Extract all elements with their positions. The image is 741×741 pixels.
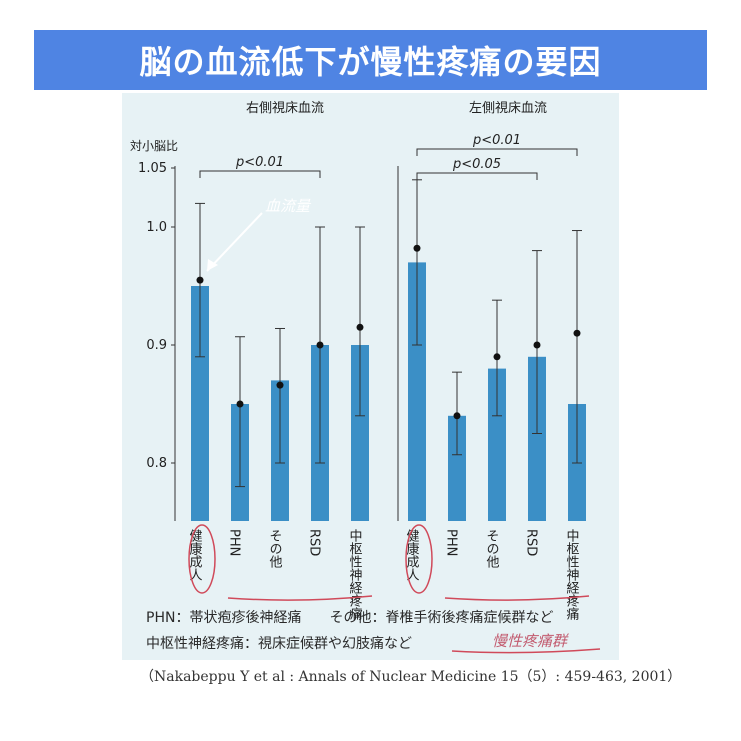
chart-title: 右側視床血流 — [246, 101, 324, 116]
mean-point — [356, 323, 364, 331]
mean-point — [493, 353, 501, 361]
bar — [351, 345, 369, 521]
significance-bracket — [199, 170, 321, 178]
y-tick-label: 0.8 — [146, 456, 167, 471]
title-banner: 脳の血流低下が慢性疼痛の要因 — [34, 30, 707, 90]
significance-label: p<0.01 — [235, 155, 284, 170]
page-title: 脳の血流低下が慢性疼痛の要因 — [139, 43, 602, 81]
bar — [488, 368, 506, 521]
category-label: RSD — [307, 529, 322, 556]
category-label: PHN — [444, 529, 459, 556]
footnote-underline — [451, 648, 601, 654]
bar — [448, 415, 466, 521]
category-label: その他 — [484, 529, 500, 569]
annotation-arrow — [206, 212, 263, 272]
category-label: その他 — [267, 529, 283, 569]
significance-bracket — [416, 172, 538, 180]
y-tick-label: 1.05 — [138, 161, 167, 176]
y-tick-label: 1.0 — [146, 220, 167, 235]
mean-point — [236, 400, 244, 408]
mean-point — [413, 244, 421, 252]
chart-title: 左側視床血流 — [469, 101, 547, 116]
y-tick-label: 0.9 — [146, 338, 167, 353]
chronic-pain-underline — [444, 595, 590, 601]
handwritten-note-blood-flow: 血流量 — [265, 197, 311, 215]
significance-bracket — [416, 148, 578, 156]
bar — [191, 286, 209, 521]
citation: （Nakabeppu Y et al : Annals of Nuclear M… — [140, 669, 682, 685]
chronic-pain-underline — [227, 595, 373, 601]
bar — [408, 262, 426, 521]
mean-point — [453, 412, 461, 420]
figure-panel: 右側視床血流 対小脳比 0.8 0.9 1.0 1.05 健康成人 PHN その他 RSD 中枢性神… — [122, 93, 619, 660]
mean-point — [573, 329, 581, 337]
significance-label: p<0.01 — [472, 133, 521, 148]
significance-label: p<0.05 — [452, 157, 501, 172]
mean-point — [316, 341, 324, 349]
annotation-arrowhead — [207, 259, 218, 271]
category-label: PHN — [227, 529, 242, 556]
category-label: 中枢性神経疼痛 — [564, 529, 580, 621]
healthy-highlight-circle — [188, 524, 216, 594]
mean-point — [533, 341, 541, 349]
mean-point — [196, 276, 204, 284]
bar — [528, 356, 546, 521]
handwritten-note-chronic-pain: 慢性疼痛群 — [492, 632, 568, 650]
category-label: RSD — [524, 529, 539, 556]
footnote-line-1: PHN：帯状疱疹後神経痛 その他：脊椎手術後疼痛症候群など — [146, 610, 554, 626]
y-axis-label: 対小脳比 — [130, 139, 178, 153]
mean-point — [276, 381, 284, 389]
footnote-line-2: 中枢性神経疼痛：視床症候群や幻肢痛など — [146, 636, 412, 652]
healthy-highlight-circle — [405, 524, 433, 594]
